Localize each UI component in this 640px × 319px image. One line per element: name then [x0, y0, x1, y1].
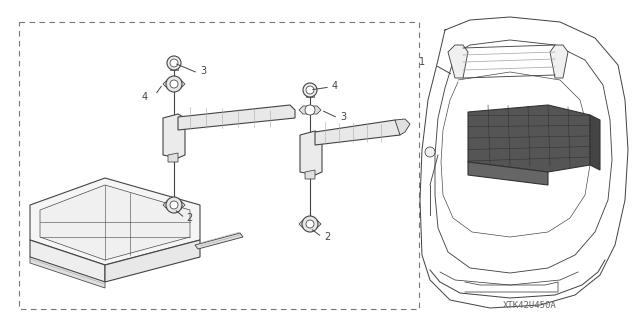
- Circle shape: [302, 216, 318, 232]
- Text: 2: 2: [186, 213, 192, 223]
- Polygon shape: [40, 185, 190, 260]
- Polygon shape: [550, 45, 568, 78]
- Polygon shape: [163, 80, 185, 88]
- Text: 2: 2: [324, 232, 330, 242]
- Text: 4: 4: [142, 92, 148, 102]
- Polygon shape: [395, 119, 410, 135]
- Circle shape: [303, 83, 317, 97]
- Polygon shape: [30, 257, 105, 288]
- Bar: [19, 22, 419, 309]
- Polygon shape: [300, 131, 322, 175]
- Circle shape: [306, 220, 314, 228]
- Circle shape: [305, 105, 315, 115]
- Polygon shape: [30, 240, 105, 282]
- Circle shape: [167, 56, 181, 70]
- Polygon shape: [590, 115, 600, 170]
- Text: 3: 3: [340, 112, 346, 122]
- Circle shape: [166, 76, 182, 92]
- Polygon shape: [448, 45, 468, 78]
- Circle shape: [170, 59, 178, 67]
- Polygon shape: [163, 114, 185, 158]
- Polygon shape: [168, 153, 178, 162]
- Polygon shape: [105, 240, 200, 282]
- Text: 1: 1: [419, 57, 425, 67]
- Polygon shape: [170, 63, 178, 70]
- Circle shape: [425, 147, 435, 157]
- Circle shape: [306, 86, 314, 94]
- Circle shape: [170, 201, 178, 209]
- Circle shape: [170, 80, 178, 88]
- Polygon shape: [195, 233, 243, 249]
- Polygon shape: [305, 170, 315, 179]
- Text: XTK42U450A: XTK42U450A: [503, 300, 557, 309]
- Polygon shape: [306, 90, 314, 97]
- Polygon shape: [468, 162, 548, 185]
- Polygon shape: [315, 120, 400, 145]
- Text: 4: 4: [332, 81, 338, 91]
- Polygon shape: [178, 105, 295, 130]
- Polygon shape: [163, 201, 185, 209]
- Circle shape: [166, 197, 182, 213]
- Text: 3: 3: [200, 66, 206, 76]
- Polygon shape: [299, 106, 321, 114]
- Polygon shape: [299, 220, 321, 228]
- Polygon shape: [468, 105, 590, 172]
- Polygon shape: [30, 178, 200, 265]
